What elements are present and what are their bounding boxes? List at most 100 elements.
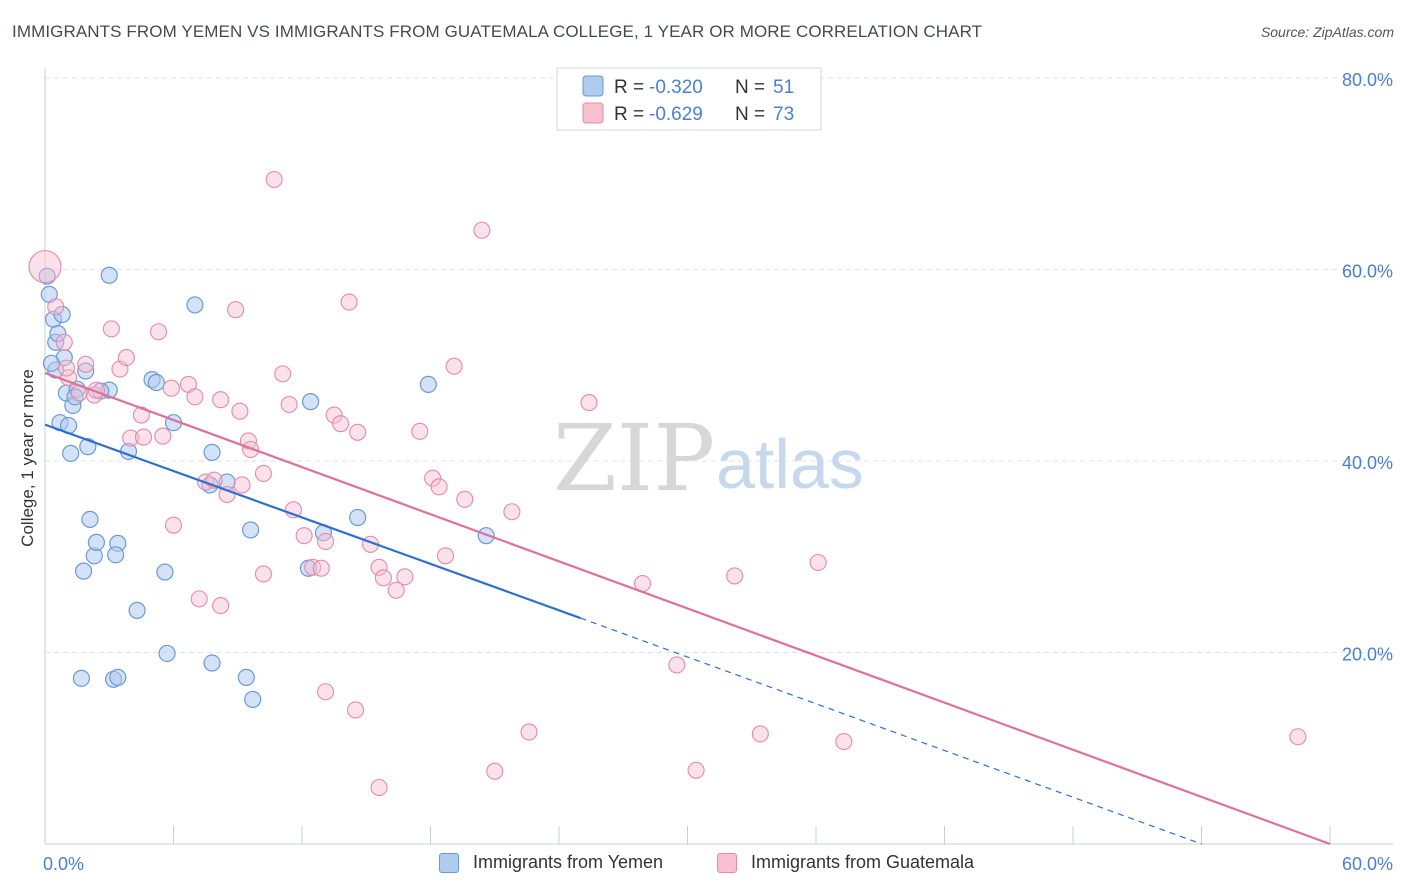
bottom-legend: Immigrants from Yemen Immigrants from Gu… — [0, 852, 1406, 878]
guatemala-point — [317, 683, 335, 701]
guatemala-point — [77, 355, 95, 373]
yemen-point — [49, 325, 67, 343]
guatemala-point — [164, 516, 183, 534]
yemen-point — [74, 562, 93, 580]
yemen-point — [77, 362, 95, 380]
legend-box: R = -0.320 N = 51 R = -0.629 N = 73 — [556, 67, 822, 131]
guatemala-point — [486, 762, 504, 780]
guatemala-point — [349, 423, 367, 441]
bottom-legend-item-guatemala: Immigrants from Guatemala — [717, 852, 974, 873]
series-yemen-points — [38, 266, 495, 709]
guatemala-point — [57, 359, 75, 377]
guatemala-point — [231, 402, 249, 420]
yemen-point — [156, 563, 174, 581]
guatemala-point — [687, 761, 705, 779]
x-tick-label-min: 0.0% — [43, 854, 84, 874]
guatemala-point — [233, 476, 251, 494]
trend-line-yemen-extension — [580, 617, 1202, 845]
axes — [44, 68, 1393, 845]
yemen-point — [42, 354, 61, 372]
y-tick-label: 40.0% — [1342, 453, 1393, 473]
guatemala-point — [254, 464, 273, 482]
yemen-point — [109, 668, 127, 686]
grid-lines — [45, 77, 1393, 653]
guatemala-point — [28, 250, 62, 284]
x-tick-label-max: 60.0% — [1342, 854, 1393, 874]
guatemala-point — [122, 429, 140, 447]
guatemala-point — [396, 568, 414, 586]
guatemala-point — [317, 532, 335, 550]
legend-r-label-guatemala: R = — [614, 104, 644, 125]
yemen-point — [81, 510, 99, 529]
guatemala-point — [503, 503, 521, 521]
watermark-zip: ZIP — [553, 405, 715, 512]
watermark-atlas: atlas — [716, 425, 864, 503]
guatemala-point — [117, 349, 135, 367]
guatemala-point — [387, 581, 405, 599]
guatemala-point — [212, 391, 230, 409]
yemen-point — [100, 266, 118, 284]
guatemala-point — [55, 333, 73, 351]
guatemala-point — [162, 379, 180, 397]
legend-n-value-yemen: 51 — [773, 77, 794, 98]
guatemala-point — [370, 778, 388, 797]
y-tick-label: 60.0% — [1342, 262, 1393, 282]
guatemala-point — [274, 365, 292, 383]
guatemala-point — [134, 428, 153, 446]
guatemala-point — [132, 406, 150, 424]
legend-n-label-yemen: N = — [735, 77, 765, 98]
guatemala-point — [370, 558, 388, 576]
yemen-point — [147, 373, 165, 392]
legend-r-label-yemen: R = — [614, 77, 644, 98]
legend-swatch-yemen — [582, 75, 604, 97]
guatemala-point — [331, 415, 350, 433]
yemen-point — [87, 533, 106, 551]
watermark: ZIP atlas — [553, 405, 864, 512]
chart-title: IMMIGRANTS FROM YEMEN VS IMMIGRANTS FROM… — [12, 22, 983, 41]
guatemala-point — [312, 559, 330, 577]
legend-r-value-yemen: -0.320 — [649, 77, 703, 98]
tick-labels: 20.0% 40.0% 60.0% 80.0% 0.0% 60.0% — [43, 70, 1393, 874]
guatemala-point — [154, 427, 172, 445]
yemen-point — [242, 521, 260, 539]
guatemala-point — [340, 293, 358, 311]
guatemala-point — [751, 725, 769, 743]
guatemala-point — [436, 547, 455, 565]
yemen-point — [158, 644, 176, 663]
guatemala-point — [374, 569, 392, 587]
yemen-point — [203, 654, 221, 672]
yemen-point — [244, 690, 262, 709]
yemen-point — [38, 267, 56, 285]
yemen-point — [62, 444, 80, 462]
guatemala-point — [295, 527, 313, 545]
guatemala-point — [835, 732, 853, 751]
bottom-legend-item-yemen: Immigrants from Yemen — [439, 852, 663, 873]
guatemala-point — [424, 469, 442, 487]
guatemala-point — [473, 221, 491, 239]
bottom-legend-label-guatemala: Immigrants from Guatemala — [751, 852, 975, 872]
y-tick-label: 20.0% — [1342, 645, 1393, 665]
yemen-point — [186, 296, 204, 314]
legend-r-value-guatemala: -0.629 — [649, 104, 703, 125]
guatemala-point — [325, 406, 343, 424]
guatemala-point — [149, 323, 168, 341]
guatemala-point — [186, 388, 204, 406]
guatemala-point — [212, 597, 230, 615]
guatemala-point — [726, 567, 744, 585]
yemen-point — [72, 669, 91, 687]
bottom-legend-swatch-guatemala — [717, 852, 737, 873]
guatemala-point — [430, 478, 448, 496]
guatemala-point — [265, 170, 283, 189]
legend-n-value-guatemala: 73 — [773, 104, 794, 125]
guatemala-point — [190, 590, 208, 608]
trend-line-yemen — [44, 423, 581, 620]
yemen-point — [419, 375, 437, 393]
trend-line-guatemala — [44, 371, 1331, 846]
yemen-point — [237, 668, 255, 686]
guatemala-point — [520, 723, 538, 741]
yemen-point — [203, 443, 221, 461]
guatemala-point — [218, 485, 236, 504]
guatemala-point — [1289, 728, 1307, 746]
guatemala-point — [580, 394, 598, 412]
